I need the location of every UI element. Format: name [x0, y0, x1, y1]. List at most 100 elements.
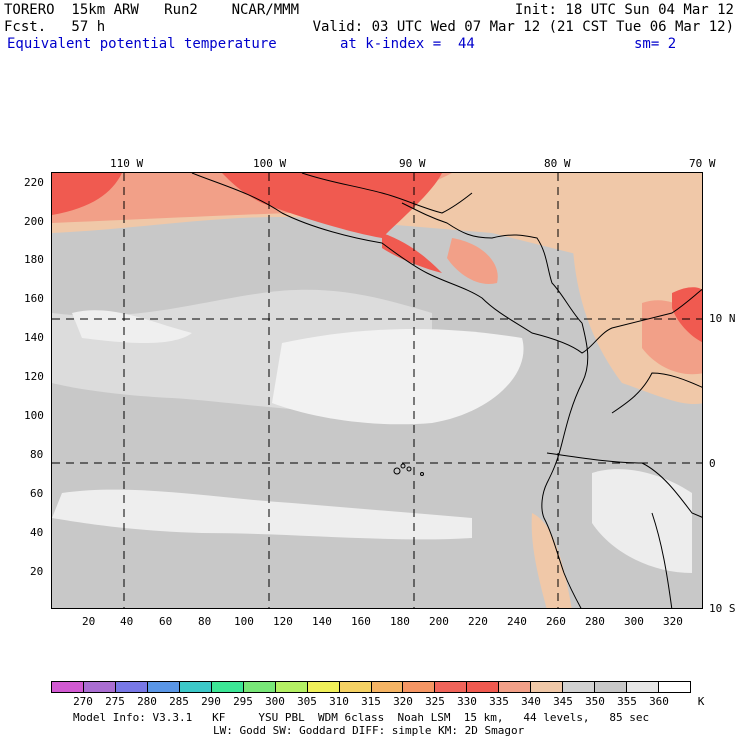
coast-caribbean — [401, 202, 583, 324]
colorbar-label: 295 — [233, 695, 253, 708]
smoothing-label: sm= 2 — [634, 36, 677, 52]
tan-region-peru-coast — [531, 513, 572, 608]
colorbar-swatch — [179, 682, 212, 692]
x-tick-140: 140 — [312, 615, 332, 628]
colorbar-swatch — [659, 682, 691, 692]
colorbar-label: 280 — [137, 695, 157, 708]
colorbar-label: 345 — [553, 695, 573, 708]
x-tick-240: 240 — [507, 615, 527, 628]
colorbar-swatch — [435, 682, 468, 692]
colorbar-swatch — [115, 682, 148, 692]
y-tick-40: 40 — [30, 526, 44, 539]
colorbar-unit: K — [697, 695, 705, 708]
y-tick-160: 160 — [24, 292, 44, 305]
y-tick-80: 80 — [30, 448, 44, 461]
colorbar-swatch — [275, 682, 308, 692]
white-patch-east — [592, 469, 692, 573]
lat-label-10n: 10 N — [709, 312, 736, 325]
border-peru-ecuador — [546, 452, 702, 518]
lon-label-90w: 90 W — [399, 157, 426, 170]
red-region-northwest — [52, 173, 122, 215]
footer-physics-info: LW: Godd SW: Goddard DIFF: simple KM: 2D… — [213, 724, 525, 737]
header-valid-time: Valid: 03 UTC Wed 07 Mar 12 (21 CST Tue … — [312, 19, 734, 35]
y-tick-200: 200 — [24, 215, 44, 228]
map-panel — [51, 172, 703, 609]
x-tick-160: 160 — [351, 615, 371, 628]
colorbar-swatch — [563, 682, 596, 692]
colorbar-label: 360 — [649, 695, 669, 708]
colorbar-swatch — [52, 682, 84, 692]
x-tick-200: 200 — [429, 615, 449, 628]
y-tick-20: 20 — [30, 565, 44, 578]
graticule — [52, 173, 702, 608]
colorbar-label: 355 — [617, 695, 637, 708]
colorbar-label: 310 — [329, 695, 349, 708]
colorbar-swatch — [403, 682, 436, 692]
colorbar-label: 320 — [393, 695, 413, 708]
colorbar-label: 315 — [361, 695, 381, 708]
colorbar-label: 325 — [425, 695, 445, 708]
border-colombia — [611, 372, 702, 414]
lat-label-10s: 10 S — [709, 602, 736, 615]
x-tick-120: 120 — [273, 615, 293, 628]
coast-gulf-mexico — [301, 173, 473, 214]
footer-model-info: Model Info: V3.3.1 KF YSU PBL WDM 6class… — [73, 711, 650, 724]
coastlines — [191, 173, 702, 608]
k-index-label: at k-index = 44 — [340, 36, 475, 52]
x-tick-320: 320 — [663, 615, 683, 628]
red-region-mexico — [222, 173, 442, 238]
lon-label-80w: 80 W — [544, 157, 571, 170]
border-peru-brazil — [651, 512, 673, 608]
colorbar-swatch — [211, 682, 244, 692]
x-tick-60: 60 — [159, 615, 173, 628]
colorbar-label: 285 — [169, 695, 189, 708]
red-region-venezuela — [672, 287, 702, 342]
colorbar-swatch — [339, 682, 372, 692]
colorbar-swatch — [147, 682, 180, 692]
y-tick-100: 100 — [24, 409, 44, 422]
white-region-central — [272, 328, 524, 425]
colorbar — [51, 681, 691, 693]
colorbar-label: 335 — [489, 695, 509, 708]
colorbar-swatch — [467, 682, 500, 692]
colorbar-swatch — [371, 682, 404, 692]
colorbar-label: 290 — [201, 695, 221, 708]
colorbar-swatch — [243, 682, 276, 692]
coast-central-america-pacific — [191, 173, 702, 354]
colorbar-swatch — [595, 682, 628, 692]
x-tick-280: 280 — [585, 615, 605, 628]
white-band-south — [52, 489, 472, 540]
header-init-time: Init: 18 UTC Sun 04 Mar 12 — [514, 2, 734, 18]
y-tick-60: 60 — [30, 487, 44, 500]
colorbar-label: 305 — [297, 695, 317, 708]
x-tick-40: 40 — [120, 615, 134, 628]
colorbar-swatch — [627, 682, 660, 692]
colorbar-label: 330 — [457, 695, 477, 708]
x-tick-300: 300 — [624, 615, 644, 628]
coast-south-america-pacific — [541, 322, 589, 608]
colorbar-swatch — [307, 682, 340, 692]
salmon-region-honduras — [447, 238, 498, 284]
colorbar-label: 340 — [521, 695, 541, 708]
field-name: Equivalent potential temperature — [7, 36, 277, 52]
y-tick-180: 180 — [24, 253, 44, 266]
x-tick-220: 220 — [468, 615, 488, 628]
colorbar-swatch — [83, 682, 116, 692]
header-model-run: TORERO 15km ARW Run2 NCAR/MMM — [4, 2, 300, 18]
colorbar-label: 275 — [105, 695, 125, 708]
lon-label-110w: 110 W — [110, 157, 144, 170]
colorbar-label: 300 — [265, 695, 285, 708]
header-forecast-hour: Fcst. 57 h — [4, 19, 106, 35]
x-tick-100: 100 — [234, 615, 254, 628]
colorbar-swatch — [499, 682, 532, 692]
galapagos-islands — [393, 463, 424, 476]
x-tick-20: 20 — [82, 615, 96, 628]
lat-label-0: 0 — [709, 457, 716, 470]
lon-label-70w: 70 W — [689, 157, 716, 170]
colorbar-swatch — [531, 682, 564, 692]
y-tick-220: 220 — [24, 176, 44, 189]
lon-label-100w: 100 W — [253, 157, 287, 170]
red-region-guatemala — [382, 233, 442, 273]
x-tick-180: 180 — [390, 615, 410, 628]
x-tick-80: 80 — [198, 615, 212, 628]
